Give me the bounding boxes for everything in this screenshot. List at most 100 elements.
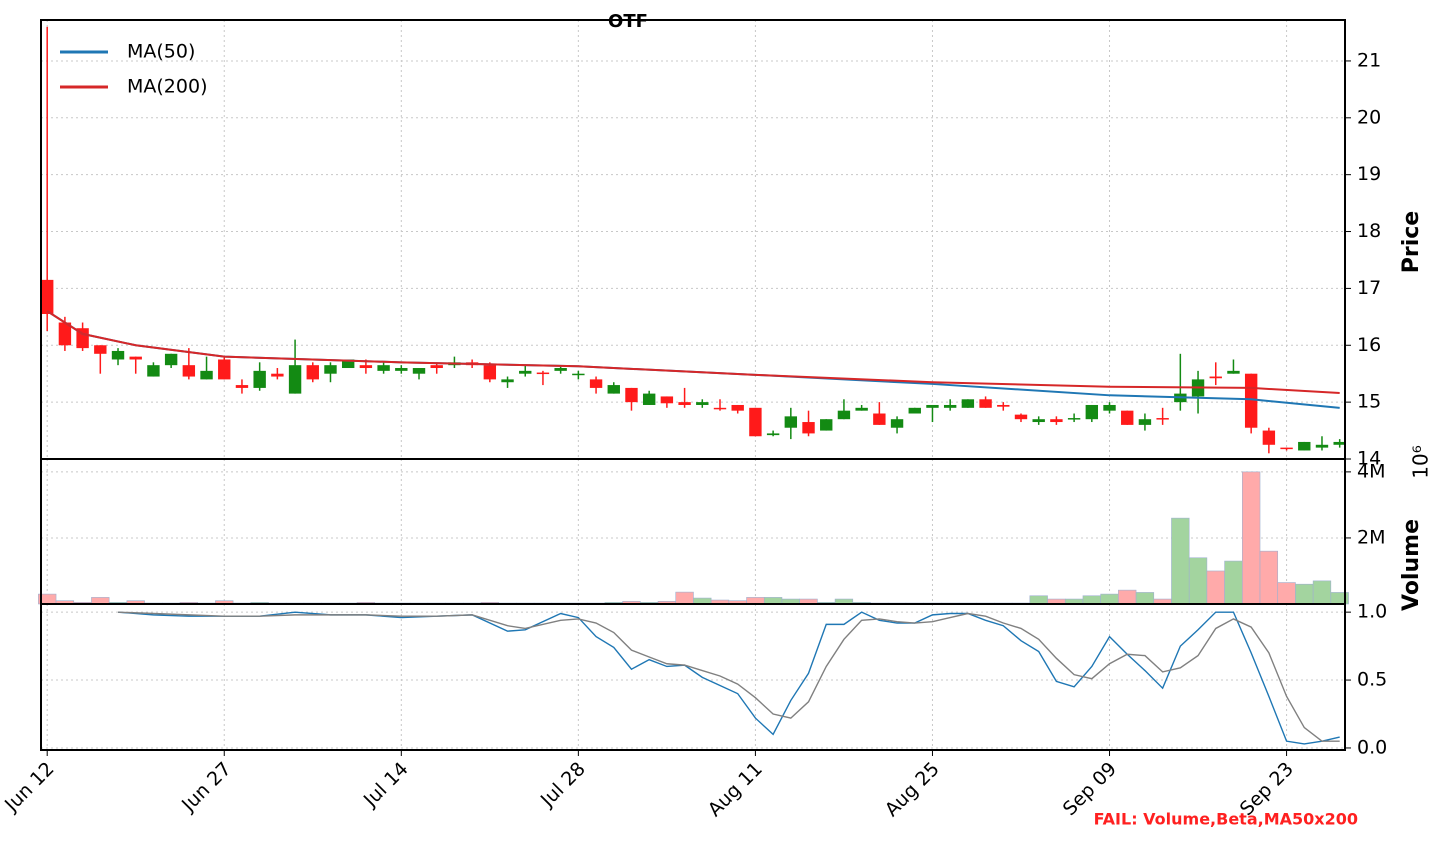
y-tick-label: 18 — [1357, 220, 1381, 242]
chart-title: OTF — [608, 11, 648, 32]
candle-body — [359, 365, 373, 369]
candle-body — [766, 433, 780, 436]
candle-body — [820, 419, 833, 431]
y-axis-label: Price — [1399, 211, 1424, 273]
candle-body — [324, 365, 337, 374]
candle-body — [625, 387, 638, 403]
candle-body — [41, 279, 54, 314]
candle-body — [1050, 419, 1063, 423]
y-tick-label: 21 — [1357, 49, 1381, 71]
y-tick-label: 0.0 — [1357, 736, 1387, 758]
candle-body — [713, 407, 727, 410]
annotation: FAIL: Volume,Beta,MA50x200 — [1094, 810, 1358, 829]
panel-frame — [40, 603, 1346, 751]
legend-label: MA(50) — [127, 41, 195, 63]
candle-body — [997, 404, 1010, 407]
candle-body — [890, 419, 904, 428]
candle-body — [1227, 370, 1240, 374]
candle-body — [554, 368, 567, 371]
ma-line — [46, 310, 1340, 409]
candle-body — [837, 410, 851, 420]
candle-body — [1315, 444, 1329, 448]
y-tick-label: 20 — [1357, 106, 1381, 128]
offset-label: 10⁶ — [1409, 445, 1433, 478]
candles — [41, 26, 1346, 454]
volume-bar — [1082, 595, 1101, 605]
x-tick-label: Jul 28 — [536, 758, 590, 812]
volume-bar — [1100, 593, 1119, 605]
y-tick-label: 16 — [1357, 334, 1381, 356]
volume-bar — [1029, 595, 1048, 605]
candle-body — [395, 368, 408, 371]
candle-body — [572, 373, 585, 376]
candle-body — [1121, 410, 1134, 425]
candle-body — [288, 365, 302, 394]
candle-body — [253, 370, 266, 388]
candle-body — [802, 422, 815, 434]
candle-body — [749, 407, 762, 437]
candle-body — [589, 379, 603, 388]
candle-body — [607, 385, 620, 394]
candle-body — [519, 370, 532, 374]
candle-body — [1262, 430, 1276, 445]
candle-body — [218, 359, 231, 380]
panel-frame — [40, 19, 1346, 460]
ma-line — [46, 310, 1340, 395]
candle-body — [1067, 418, 1081, 420]
candle-body — [1298, 441, 1311, 451]
volume-bar — [1118, 589, 1137, 605]
candle-body — [1085, 404, 1099, 420]
candle-body — [784, 416, 798, 428]
y-tick-label: 1.0 — [1357, 601, 1387, 623]
candle-body — [76, 328, 89, 349]
candle-body — [660, 396, 674, 404]
y-tick-label: 19 — [1357, 163, 1381, 185]
candle-body — [341, 359, 355, 369]
candle-body — [642, 393, 656, 405]
candle-body — [377, 365, 390, 371]
candle-body — [271, 373, 284, 377]
x-tick-label: Aug 25 — [881, 758, 944, 821]
candle-body — [1014, 414, 1028, 420]
y-tick-label: 14 — [1357, 448, 1381, 470]
candle-body — [873, 413, 886, 425]
candle-body — [731, 404, 744, 411]
candle-body — [855, 407, 868, 411]
candle-body — [1138, 419, 1152, 425]
y-tick-label: 15 — [1357, 391, 1381, 413]
x-tick-label: Jul 14 — [359, 758, 413, 812]
candle-body — [961, 399, 975, 408]
candle-body — [979, 399, 992, 408]
candle-body — [501, 379, 514, 383]
candle-body — [926, 404, 939, 408]
volume-bar — [675, 591, 694, 605]
candle-body — [1333, 441, 1346, 445]
y-tick-label: 0.5 — [1357, 669, 1387, 691]
volume-bar — [1259, 550, 1279, 605]
candle-body — [908, 407, 921, 414]
y-tick-label: 4M — [1357, 460, 1385, 482]
candle-body — [536, 372, 550, 375]
volume-bar — [1188, 557, 1208, 605]
oscillator-line — [117, 611, 1340, 742]
candle-body — [1280, 447, 1293, 450]
legend-label: MA(200) — [127, 76, 207, 98]
volume-bar — [1224, 560, 1243, 605]
candle-body — [147, 365, 160, 377]
candle-body — [164, 353, 178, 366]
candle-body — [1209, 376, 1222, 379]
candle-body — [111, 350, 125, 360]
volume-bar — [1295, 583, 1314, 605]
candle-body — [58, 322, 72, 346]
x-tick-label: Aug 11 — [704, 758, 767, 821]
candle-body — [943, 404, 957, 408]
volume-bar — [1312, 580, 1332, 605]
volume-bar — [1277, 582, 1296, 605]
y-axis-label: Volume — [1399, 519, 1424, 611]
candle-body — [696, 402, 709, 405]
y-tick-label: 2M — [1357, 526, 1385, 548]
volume-bar — [1242, 471, 1261, 605]
candle-body — [306, 365, 319, 380]
candle-body — [1032, 419, 1045, 423]
